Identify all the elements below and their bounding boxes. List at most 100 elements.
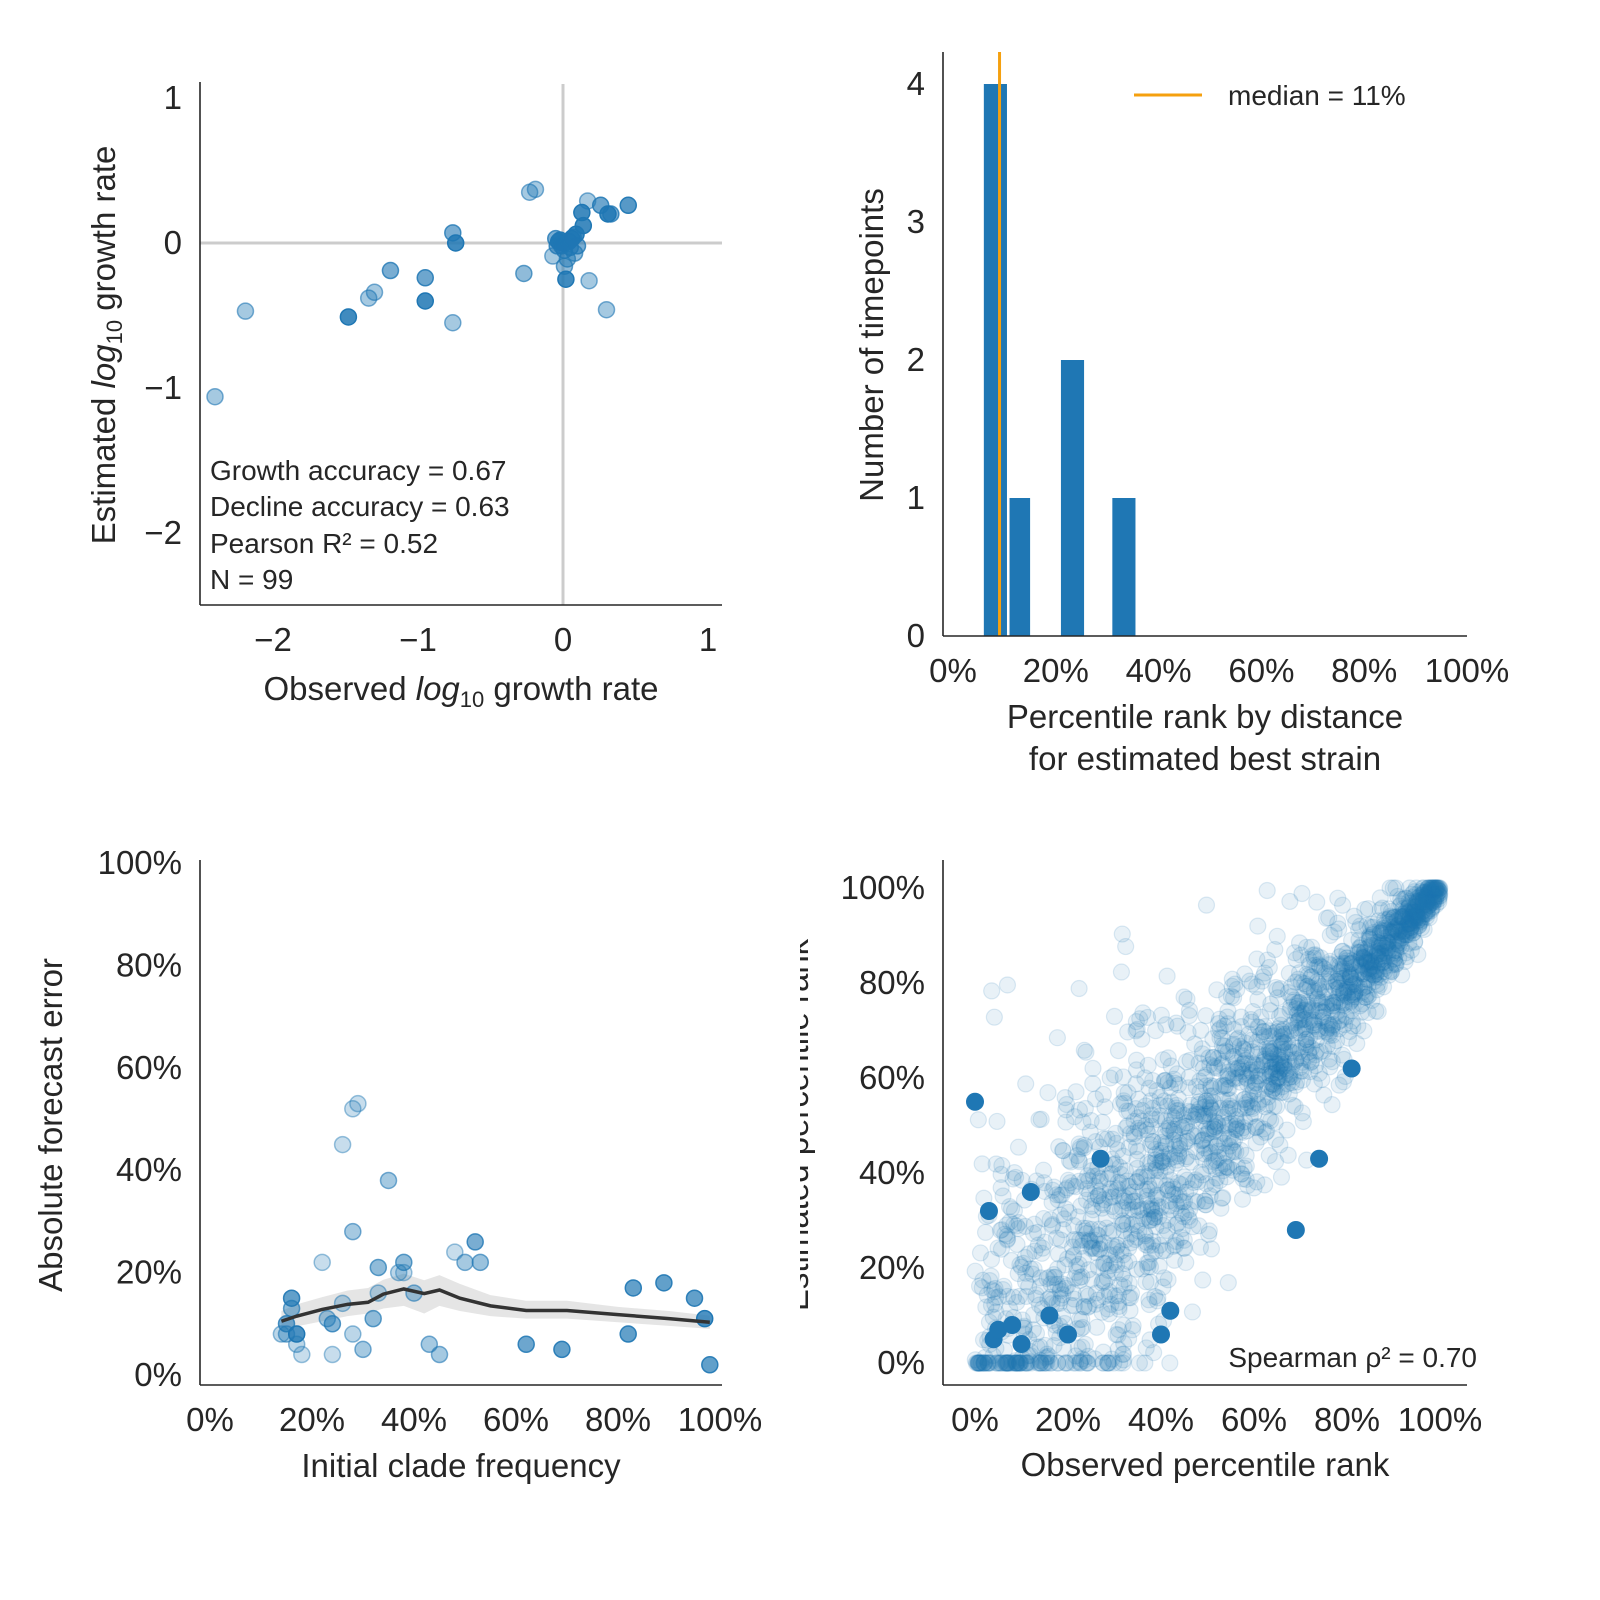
- data-point: [1152, 1152, 1171, 1170]
- data-point: [1121, 1289, 1140, 1307]
- data-point: [1122, 1234, 1140, 1252]
- data-point: [1209, 1049, 1227, 1068]
- data-point: [1082, 1220, 1101, 1238]
- data-point: [1313, 1070, 1331, 1089]
- data-point: [1008, 1235, 1026, 1254]
- data-point: [1124, 1317, 1142, 1335]
- data-point: [1352, 948, 1371, 966]
- data-point: [967, 1354, 985, 1372]
- data-point: [1120, 1252, 1138, 1271]
- data-point: [1011, 1354, 1029, 1372]
- data-point: [1197, 1007, 1215, 1025]
- data-point: [1412, 911, 1430, 929]
- data-point: [1426, 879, 1444, 897]
- data-point: [1299, 1036, 1317, 1054]
- data-point: [1185, 1110, 1203, 1129]
- data-point: [1142, 1092, 1160, 1110]
- data-point: [1096, 1287, 1114, 1305]
- data-point: [1111, 1158, 1129, 1176]
- data-point: [1138, 1121, 1156, 1139]
- data-point: [1179, 1129, 1197, 1147]
- data-point: [1309, 980, 1327, 998]
- y-tick-label: −2: [144, 514, 182, 551]
- data-point: [1025, 1215, 1043, 1233]
- data-point: [1056, 1256, 1074, 1274]
- data-point: [986, 1288, 1005, 1307]
- data-point: [1421, 884, 1439, 902]
- data-point: [1009, 1354, 1027, 1372]
- data-point: [1388, 933, 1406, 951]
- data-point: [1334, 982, 1353, 1000]
- data-point: [1371, 941, 1389, 959]
- data-point: [1039, 1084, 1057, 1102]
- data-point: [1090, 1240, 1109, 1259]
- data-point: [1364, 918, 1382, 936]
- data-point: [1219, 1079, 1237, 1098]
- data-point: [236, 302, 255, 320]
- data-point: [1369, 942, 1387, 960]
- data-point: [1430, 879, 1448, 897]
- data-point: [1058, 1095, 1076, 1114]
- data-point: [1351, 956, 1369, 974]
- data-point: [1427, 887, 1445, 906]
- data-point: [1355, 950, 1374, 968]
- data-point: [1207, 1160, 1225, 1178]
- data-point: [1151, 1088, 1169, 1106]
- data-point: [1354, 949, 1373, 967]
- data-point: [1243, 975, 1261, 993]
- data-point: [1406, 921, 1424, 939]
- data-point: [1194, 1131, 1212, 1149]
- data-point: [1312, 993, 1331, 1012]
- data-point: [1297, 1030, 1315, 1049]
- data-point: [1017, 1287, 1035, 1306]
- data-point: [1094, 1255, 1113, 1273]
- data-point: [1194, 1112, 1213, 1130]
- data-point: [1136, 1069, 1154, 1087]
- data-point: [1264, 1064, 1282, 1082]
- data-point: [1354, 965, 1372, 983]
- data-point: [1070, 1135, 1088, 1153]
- data-point: [1333, 896, 1352, 914]
- data-point: [1369, 954, 1388, 972]
- data-point: [1248, 1061, 1266, 1079]
- data-point: [1138, 1187, 1156, 1205]
- x-tick-labels: 0% 20% 40% 60% 80% 100%: [186, 1401, 762, 1438]
- data-point: [1419, 901, 1437, 920]
- data-point: [1165, 1120, 1183, 1138]
- data-point: [1228, 1030, 1246, 1049]
- data-point: [1082, 1239, 1100, 1258]
- data-point: [1093, 1113, 1112, 1131]
- data-point: [1264, 1043, 1282, 1061]
- data-point: [1054, 1275, 1072, 1293]
- data-point: [1201, 1134, 1219, 1152]
- data-point: [1101, 1286, 1119, 1304]
- data-point: [1166, 1236, 1184, 1254]
- data-point: [1236, 1090, 1254, 1108]
- data-point: [1045, 1268, 1063, 1287]
- data-point: [1277, 1069, 1295, 1087]
- data-point: [1408, 908, 1426, 926]
- data-point: [1249, 1039, 1267, 1057]
- data-point: [1344, 983, 1362, 1001]
- data-point: [1233, 1058, 1251, 1076]
- data-point: [1362, 928, 1380, 947]
- data-point: [1101, 1069, 1119, 1087]
- data-point: [1315, 1086, 1333, 1104]
- data-point: [1033, 1239, 1052, 1257]
- data-point: [1109, 1340, 1127, 1358]
- data-point: [1402, 941, 1420, 959]
- data-point: [1419, 885, 1437, 903]
- data-point: [1408, 906, 1426, 924]
- data-point: [1298, 965, 1316, 983]
- data-point: [1076, 1222, 1094, 1240]
- data-point: [1056, 1279, 1074, 1297]
- data-point: [1114, 1192, 1133, 1210]
- data-point: [1367, 965, 1385, 983]
- data-point: [1161, 1354, 1179, 1372]
- data-point: [1270, 1063, 1288, 1081]
- data-point: [1368, 981, 1386, 999]
- data-point: [1187, 1078, 1205, 1096]
- data-point: [1070, 979, 1088, 998]
- data-point: [313, 1253, 331, 1272]
- data-point: [1319, 1020, 1337, 1038]
